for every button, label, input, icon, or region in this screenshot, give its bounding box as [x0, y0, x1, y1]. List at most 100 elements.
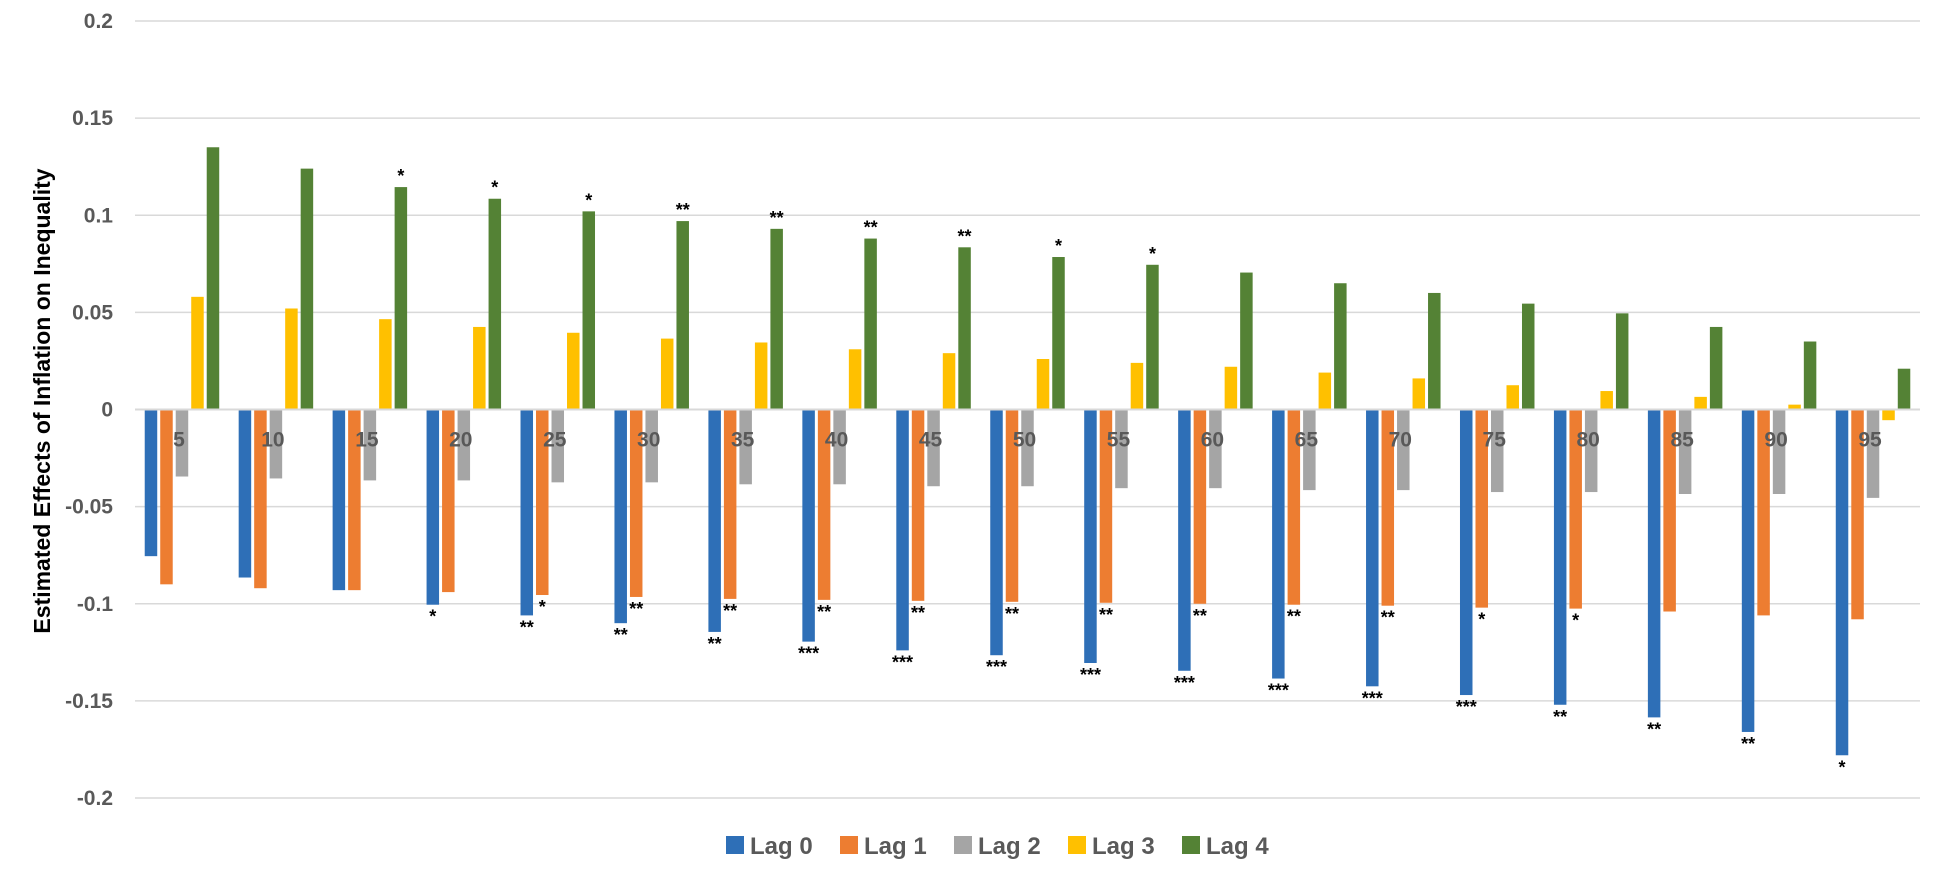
y-tick-label: 0	[101, 399, 113, 422]
legend-label: Lag 3	[1092, 833, 1155, 860]
y-tick-label: -0.15	[65, 690, 113, 713]
bar-lag-1	[1287, 409, 1301, 605]
bar-lag-3	[285, 308, 298, 410]
bar-lag-3	[567, 332, 580, 410]
legend-label: Lag 0	[750, 833, 813, 860]
x-category-label: 20	[449, 429, 472, 452]
bar-lag-4	[488, 198, 502, 410]
significance-label: **	[864, 218, 878, 238]
bar-lag-4	[1428, 292, 1441, 410]
significance-label: **	[911, 603, 925, 623]
legend-label: Lag 2	[978, 833, 1041, 860]
bar-lag-2	[1490, 409, 1504, 493]
y-tick-label: 0.2	[84, 10, 113, 33]
bar-lag-0	[332, 409, 346, 591]
significance-label: **	[520, 617, 534, 637]
bar-lag-0	[520, 409, 534, 616]
category-labels: 5 10 15 20 25 30 35 40 45 50 55 60 65 70 75 80 85 90 95	[173, 429, 1882, 452]
legend: Lag 0 Lag 1 Lag 2 Lag 3 Lag 4	[726, 833, 1269, 860]
x-category-label: 35	[731, 429, 755, 452]
legend-swatch	[1182, 836, 1200, 854]
x-category-label: 50	[1013, 429, 1036, 452]
bar-lag-1	[1381, 409, 1395, 606]
bar-lag-0	[1741, 409, 1755, 732]
bar-lag-1	[1099, 409, 1113, 603]
x-category-label: 10	[261, 429, 284, 452]
significance-label: **	[708, 634, 722, 654]
bar-lag-3	[1882, 409, 1895, 421]
bar-lag-4	[1709, 326, 1723, 410]
significance-label: **	[629, 599, 643, 619]
bar-lag-1	[911, 409, 925, 601]
significance-label: **	[723, 601, 737, 621]
bar-lag-0	[708, 409, 721, 632]
bar-lag-2	[1115, 409, 1128, 489]
bar-lag-4	[1615, 313, 1629, 410]
significance-label: **	[770, 208, 784, 228]
significance-label: ***	[986, 657, 1007, 677]
bar-lag-2	[363, 409, 377, 481]
x-category-label: 15	[355, 429, 379, 452]
bar-lag-3	[379, 319, 392, 410]
significance-label: *	[1478, 610, 1485, 630]
bars	[144, 147, 1911, 756]
significance-label: ***	[798, 644, 819, 664]
bar-lag-4	[300, 168, 314, 410]
significance-label: **	[958, 226, 972, 246]
x-category-label: 5	[173, 429, 185, 452]
bar-lag-1	[1569, 409, 1582, 609]
bar-lag-1	[536, 409, 549, 596]
bar-lag-3	[1694, 396, 1707, 410]
bar-lag-3	[1318, 372, 1332, 410]
y-tick-label: -0.2	[77, 787, 113, 810]
bar-lag-1	[1005, 409, 1019, 602]
bar-lag-0	[1084, 409, 1097, 663]
significance-label: *	[539, 597, 546, 617]
significance-label: *	[1149, 244, 1156, 264]
bar-lag-0	[990, 409, 1003, 656]
bar-lag-0	[1178, 409, 1191, 671]
bar-lag-3	[1600, 391, 1613, 410]
x-category-label: 65	[1295, 429, 1319, 452]
significance-label: ***	[1080, 665, 1101, 685]
significance-label: *	[585, 190, 592, 210]
bar-lag-4	[770, 228, 783, 410]
bar-lag-4	[1521, 303, 1535, 410]
bar-lag-3	[848, 349, 862, 410]
significance-label: ***	[1174, 673, 1195, 693]
bar-lag-2	[1021, 409, 1034, 487]
legend-swatch	[840, 836, 858, 854]
significance-label: ***	[1362, 688, 1383, 708]
bar-lag-2	[833, 409, 846, 485]
y-tick-label: 0.05	[72, 301, 113, 324]
bar-lag-4	[1052, 257, 1065, 410]
bar-lag-1	[723, 409, 737, 599]
y-tick-label: 0.1	[84, 204, 114, 227]
bar-lag-3	[1130, 362, 1144, 410]
bar-lag-0	[1647, 409, 1661, 718]
bar-lag-4	[1146, 264, 1159, 410]
x-category-label: 30	[637, 429, 660, 452]
y-tick-label: 0.15	[72, 107, 113, 130]
bar-lag-2	[1584, 409, 1598, 493]
bar-lag-4	[676, 221, 689, 410]
significance-label: *	[429, 607, 436, 627]
legend-label: Lag 1	[864, 833, 927, 860]
significance-label: **	[1647, 719, 1661, 739]
x-category-label: 80	[1577, 429, 1600, 452]
bar-lag-2	[1209, 409, 1222, 489]
bar-lag-4	[864, 238, 877, 410]
bar-lag-3	[473, 326, 486, 410]
bar-lag-0	[802, 409, 815, 642]
bar-lag-2	[739, 409, 752, 485]
bar-lag-0	[1366, 409, 1379, 687]
bar-lag-2	[1303, 409, 1316, 491]
x-category-label: 75	[1483, 429, 1507, 452]
significance-label: **	[1287, 607, 1301, 627]
bar-lag-3	[1412, 378, 1426, 410]
y-tick-label: -0.1	[77, 593, 114, 616]
bar-lag-0	[1272, 409, 1285, 679]
significance-labels: ****************************************…	[397, 166, 1845, 777]
bar-lag-4	[394, 187, 408, 410]
